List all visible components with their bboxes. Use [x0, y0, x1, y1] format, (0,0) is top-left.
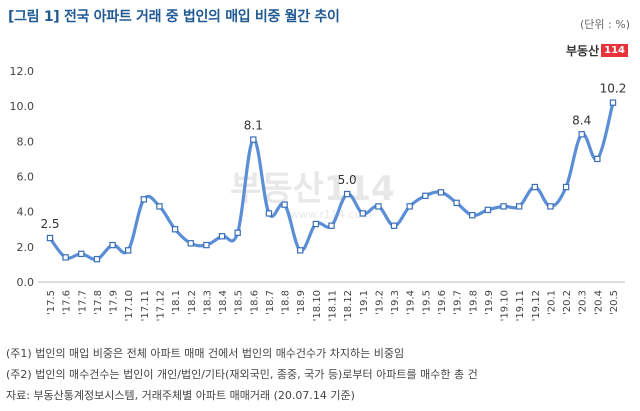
data-label: 8.4 — [572, 113, 591, 127]
data-label: 5.0 — [338, 173, 357, 187]
x-tick-label: '20.4 — [593, 290, 604, 315]
x-tick-label: '18.7 — [265, 290, 276, 315]
data-point — [515, 203, 523, 210]
x-tick-label: '18.8 — [281, 290, 292, 315]
y-tick-label: 6.0 — [17, 171, 35, 184]
x-tick-label: '17.10 — [124, 290, 135, 321]
brand-logo: 부동산 114 — [566, 42, 628, 59]
x-tick-label: '19.11 — [515, 290, 526, 321]
data-point — [234, 229, 241, 236]
data-point — [78, 250, 85, 258]
data-point — [390, 222, 398, 229]
x-tick-label: '17.12 — [155, 290, 166, 321]
watermark: 부동산114 www.r114.com — [230, 169, 395, 221]
data-point — [547, 203, 554, 210]
data-point — [297, 247, 304, 254]
note-source: 자료: 부동산통계정보시스템, 거래주체별 아파트 매매거래 (20.07.14… — [6, 389, 355, 402]
data-point — [500, 203, 507, 210]
y-tick-label: 2.0 — [17, 241, 35, 254]
data-point — [312, 220, 320, 228]
data-point — [109, 241, 116, 249]
data-point — [578, 131, 585, 138]
x-tick-label: '17.8 — [93, 290, 104, 315]
x-tick-label: '19.9 — [484, 290, 495, 315]
data-point — [453, 199, 460, 207]
x-tick-label: '20.5 — [609, 290, 620, 315]
x-tick-label: '18.5 — [234, 290, 245, 315]
x-tick-label: '19.6 — [437, 290, 448, 315]
chart-title: [그림 1] 전국 아파트 거래 중 법인의 매입 비중 월간 추이 — [8, 9, 340, 25]
data-label: 2.5 — [40, 217, 59, 231]
x-tick-label: '19.5 — [421, 290, 432, 315]
data-point — [250, 136, 257, 143]
data-point — [343, 190, 351, 198]
data-label: 8.1 — [244, 119, 263, 133]
y-tick-label: 8.0 — [17, 135, 35, 148]
unit-label: (단위 : %) — [580, 18, 630, 31]
brand-box: 114 — [601, 44, 628, 57]
note-2: (주2) 법인의 매수건수는 법인이 개인/법인/기타(재외국민, 종중, 국가… — [6, 368, 478, 381]
data-point — [375, 203, 382, 210]
data-point — [187, 240, 194, 247]
data-point — [469, 211, 476, 219]
data-point — [140, 196, 148, 203]
x-tick-label: '18.10 — [312, 290, 323, 321]
x-tick-label: '19.2 — [374, 290, 385, 315]
x-tick-label: '17.9 — [109, 290, 120, 315]
data-label: 10.2 — [600, 82, 627, 96]
data-point — [218, 233, 226, 240]
data-point — [124, 247, 132, 254]
x-tick-label: '18.2 — [187, 290, 198, 315]
x-tick-label: '18.3 — [202, 290, 213, 315]
x-tick-label: '18.12 — [343, 290, 354, 321]
x-tick-label: '20.1 — [546, 290, 557, 315]
data-point — [484, 206, 492, 214]
line-chart: 부동산114 www.r114.com 0.0 2.0 4.0 6.0 8.0 10.0 1… — [10, 65, 627, 321]
data-point — [203, 241, 210, 249]
x-tick-label: '17.11 — [140, 290, 151, 321]
data-point — [422, 192, 429, 200]
data-point — [562, 183, 570, 191]
x-tick-label: '19.4 — [406, 290, 417, 315]
x-tick-label: '20.2 — [562, 290, 573, 315]
note-1: (주1) 법인의 매입 비중은 전체 아파트 매매 건에서 법인의 매수건수가 … — [6, 347, 405, 360]
y-tick-label: 10.0 — [10, 100, 35, 113]
y-tick-label: 0.0 — [17, 276, 35, 289]
x-tick-label: '17.6 — [62, 290, 73, 315]
data-point — [406, 203, 413, 210]
x-tick-label: '19.8 — [468, 290, 479, 315]
x-tick-label: '19.7 — [453, 290, 464, 315]
x-tick-label: '18.1 — [171, 290, 182, 315]
data-point — [531, 183, 539, 191]
x-tick-label: '19.12 — [531, 290, 542, 321]
brand-text: 부동산 — [566, 44, 600, 58]
x-tick-label: '18.4 — [218, 290, 229, 315]
x-tick-label: '18.11 — [328, 290, 339, 321]
data-point — [171, 226, 179, 233]
data-point — [328, 222, 335, 229]
y-tick-label: 4.0 — [17, 206, 35, 219]
data-point — [609, 99, 617, 106]
x-tick-label: '19.3 — [390, 290, 401, 315]
x-tick-label: '19.10 — [500, 290, 511, 321]
watermark-url: www.r114.com — [290, 208, 372, 221]
x-tick-label: '17.7 — [77, 290, 88, 315]
data-point — [93, 255, 101, 263]
x-tick-label: '20.3 — [578, 290, 589, 315]
x-tick-label: '17.5 — [46, 290, 57, 315]
data-point — [359, 210, 366, 217]
x-tick-label: '18.6 — [249, 290, 260, 315]
data-point — [46, 234, 54, 242]
y-tick-label: 12.0 — [10, 65, 35, 78]
data-point — [62, 254, 69, 261]
notes: (주1) 법인의 매입 비중은 전체 아파트 매매 건에서 법인의 매수건수가 … — [6, 343, 478, 406]
x-tick-label: '18.9 — [296, 290, 307, 315]
x-tick-label: '19.1 — [359, 290, 370, 315]
data-point — [437, 189, 445, 196]
watermark-text: 부동산114 — [230, 169, 395, 209]
data-point — [265, 210, 273, 217]
data-point — [156, 203, 163, 210]
data-point — [281, 201, 288, 208]
data-point — [594, 155, 601, 163]
